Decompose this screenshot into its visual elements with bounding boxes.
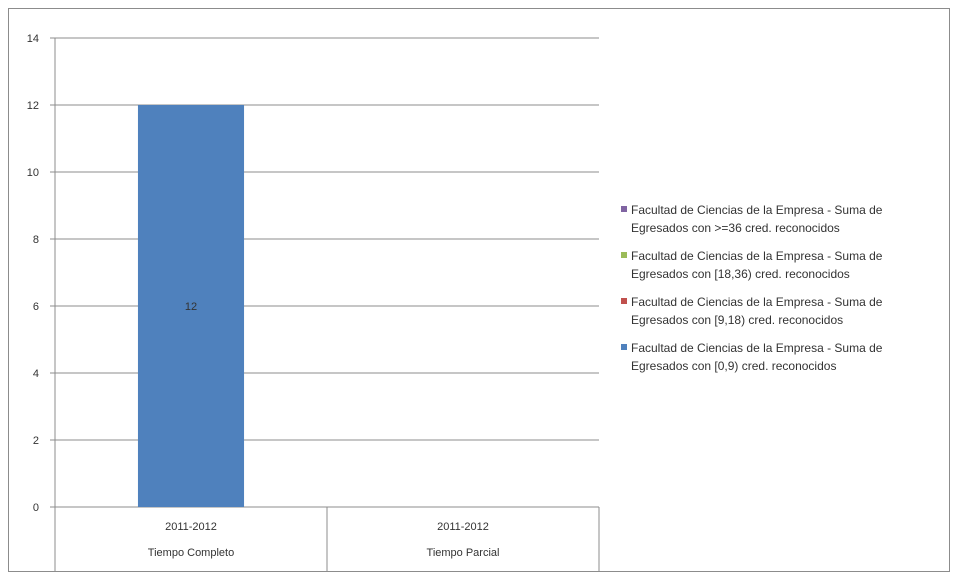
y-tick-label: 2 xyxy=(33,435,39,447)
chart-frame: 0 2 4 6 8 10 12 14 12 2011-2012 Tiempo Completo 201… xyxy=(8,8,950,572)
x-category-label: 2011-2012 xyxy=(437,521,489,533)
x-category-label: Tiempo Parcial xyxy=(427,547,500,559)
bar-data-label: 12 xyxy=(185,301,197,313)
legend-label: Facultad de Ciencias de la Empresa - Sum… xyxy=(631,295,883,309)
legend-label: Egresados con >=36 cred. reconocidos xyxy=(631,221,840,235)
legend-swatch xyxy=(621,206,627,212)
legend-swatch xyxy=(621,344,627,350)
y-tick-label: 10 xyxy=(27,167,39,179)
chart-plot: 0 2 4 6 8 10 12 14 12 2011-2012 Tiempo Completo 201… xyxy=(27,33,600,571)
legend-item: Facultad de Ciencias de la Empresa - Sum… xyxy=(621,339,955,375)
y-tick-label: 14 xyxy=(27,33,39,45)
y-tick-label: 6 xyxy=(33,301,39,313)
y-tick-label: 0 xyxy=(33,502,39,514)
legend-label: Facultad de Ciencias de la Empresa - Sum… xyxy=(631,203,883,217)
legend-label: Egresados con [9,18) cred. reconocidos xyxy=(631,313,844,327)
y-tick-label: 4 xyxy=(33,368,39,380)
legend-item: Facultad de Ciencias de la Empresa - Sum… xyxy=(621,247,955,283)
legend-item: Facultad de Ciencias de la Empresa - Sum… xyxy=(621,201,955,237)
y-tick-label: 8 xyxy=(33,234,39,246)
y-tick-label: 12 xyxy=(27,100,39,112)
legend-label: Facultad de Ciencias de la Empresa - Sum… xyxy=(631,249,883,263)
x-category-label: 2011-2012 xyxy=(165,521,217,533)
bar xyxy=(137,105,245,507)
legend-label: Egresados con [0,9) cred. reconocidos xyxy=(631,359,837,373)
legend-label: Facultad de Ciencias de la Empresa - Sum… xyxy=(631,341,883,355)
legend-swatch xyxy=(621,298,627,304)
legend-label: Egresados con [18,36) cred. reconocidos xyxy=(631,267,850,281)
x-category-label: Tiempo Completo xyxy=(148,547,234,559)
legend-swatch xyxy=(621,252,627,258)
chart-legend: Facultad de Ciencias de la Empresa - Sum… xyxy=(621,201,955,385)
legend-item: Facultad de Ciencias de la Empresa - Sum… xyxy=(621,293,955,329)
